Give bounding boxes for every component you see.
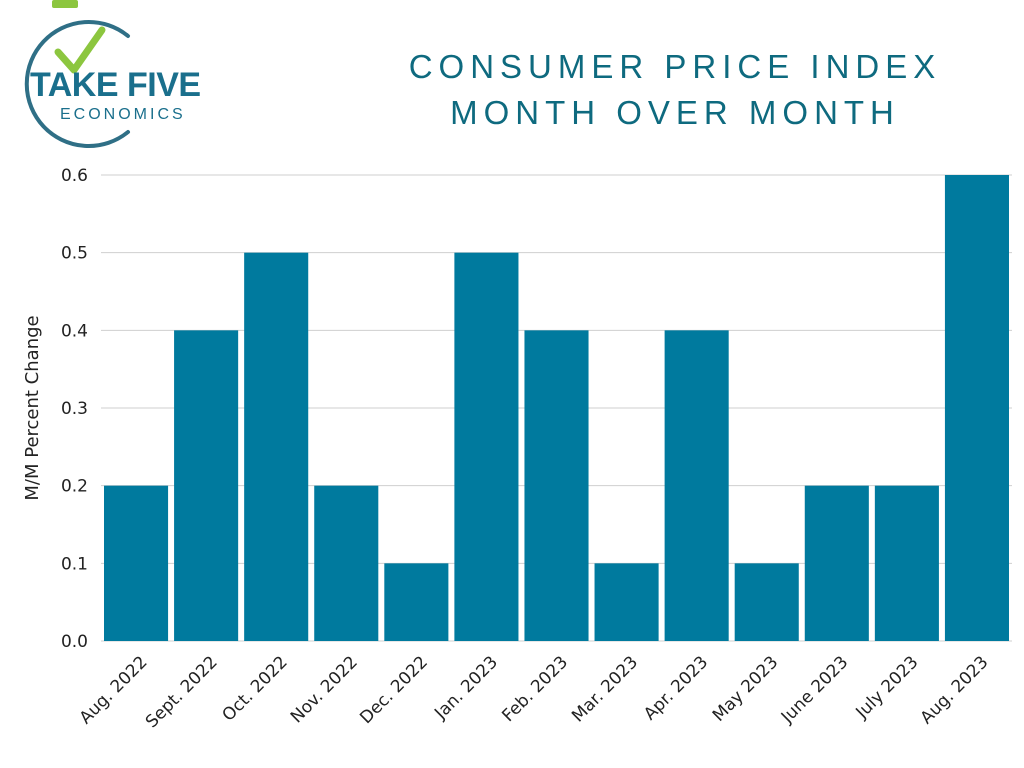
logo-wordmark: TAKE FIVE	[30, 66, 201, 104]
y-axis-label: M/M Percent Change	[22, 315, 43, 500]
y-tick-label: 0.3	[61, 399, 88, 419]
x-tick-label: Dec. 2022	[356, 652, 432, 728]
chart-title: CONSUMER PRICE INDEX MONTH OVER MONTH	[340, 44, 1010, 136]
bar	[944, 175, 1009, 641]
x-tick-label: Apr. 2023	[640, 652, 712, 724]
x-tick-label: Mar. 2023	[568, 652, 642, 726]
bar	[314, 485, 379, 641]
y-tick-label: 0.6	[61, 166, 88, 186]
x-tick-label: June 2023	[777, 652, 852, 727]
bar	[734, 563, 799, 641]
x-tick-label: Jan. 2023	[430, 652, 502, 724]
x-tick-label: May 2023	[709, 652, 782, 725]
logo-subtitle: ECONOMICS	[60, 106, 186, 123]
x-tick-label: Oct. 2022	[219, 652, 292, 725]
x-tick-label: Feb. 2023	[498, 652, 572, 726]
bar	[874, 485, 939, 641]
bar	[594, 563, 659, 641]
bar	[804, 485, 869, 641]
y-tick-label: 0.2	[61, 477, 88, 497]
bar	[664, 330, 729, 641]
bar	[524, 330, 589, 641]
chart-title-line-2: MONTH OVER MONTH	[450, 94, 900, 131]
y-tick-label: 0.0	[61, 632, 88, 652]
y-tick-label: 0.4	[61, 321, 88, 341]
bar	[384, 563, 449, 641]
x-tick-label: Sept. 2022	[142, 652, 222, 732]
bar	[174, 330, 239, 641]
x-tick-label: Aug. 2022	[76, 652, 152, 728]
bar	[454, 252, 519, 641]
chart-title-line-1: CONSUMER PRICE INDEX	[408, 48, 942, 85]
x-tick-label: July 2023	[852, 652, 923, 723]
bar	[104, 485, 169, 641]
y-tick-label: 0.1	[61, 554, 88, 574]
stopwatch-check-icon	[24, 0, 130, 148]
bar	[244, 252, 309, 641]
x-tick-label: Nov. 2022	[287, 652, 362, 727]
y-tick-label: 0.5	[61, 244, 88, 264]
take-five-economics-logo: TAKE FIVE ECONOMICS	[0, 0, 270, 150]
x-tick-label: Aug. 2023	[917, 652, 993, 728]
